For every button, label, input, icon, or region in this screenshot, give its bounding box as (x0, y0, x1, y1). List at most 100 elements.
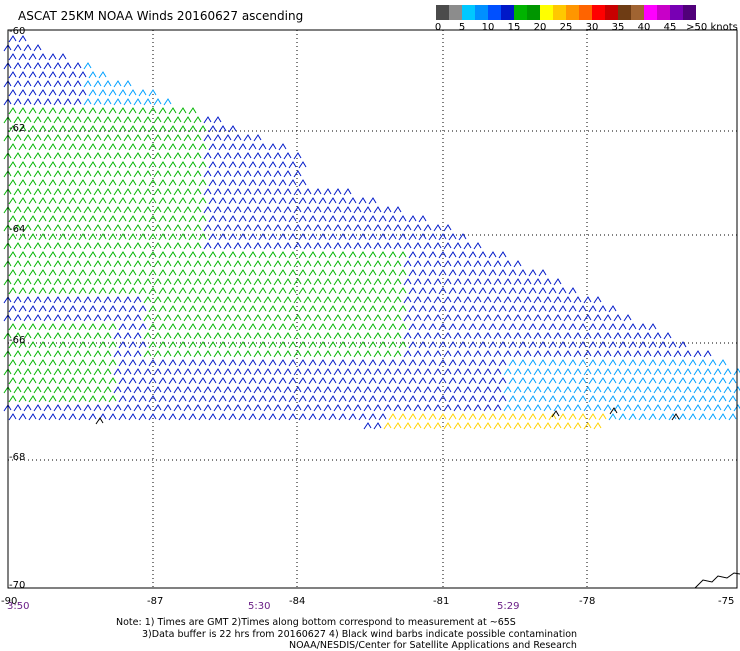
wind-barb (218, 287, 227, 295)
wind-barb (143, 350, 152, 358)
wind-barb (353, 260, 362, 268)
wind-barb (448, 287, 457, 295)
wind-barb (658, 359, 667, 367)
wind-barb (598, 377, 607, 385)
wind-barb (453, 260, 462, 268)
wind-barb (473, 260, 482, 268)
wind-barb (498, 323, 507, 331)
wind-barb (88, 359, 97, 367)
wind-barb (333, 260, 342, 268)
wind-barb (303, 350, 312, 358)
wind-barb (63, 116, 72, 124)
wind-barb (113, 314, 122, 322)
wind-barb (668, 359, 677, 367)
wind-barb (493, 422, 502, 430)
wind-barb (163, 116, 172, 124)
wind-barb (383, 422, 392, 430)
wind-barb (303, 206, 312, 214)
wind-barb (568, 287, 577, 295)
wind-barb (128, 377, 137, 385)
wind-barb (488, 395, 497, 403)
wind-barb (333, 368, 342, 376)
wind-barb (213, 170, 222, 178)
wind-barb (358, 377, 367, 385)
wind-barb (143, 116, 152, 124)
wind-barb (333, 278, 342, 286)
wind-barb (248, 287, 257, 295)
wind-barb (358, 323, 367, 331)
wind-barb (453, 296, 462, 304)
wind-barb (288, 377, 297, 385)
wind-barb (108, 413, 117, 421)
wind-barb (508, 413, 517, 421)
colorbar-label: 15 (507, 22, 521, 33)
wind-barb (373, 332, 382, 340)
wind-barb (193, 386, 202, 394)
wind-barb (333, 386, 342, 394)
wind-barb (133, 224, 142, 232)
wind-barb (583, 368, 592, 376)
wind-barb (463, 350, 472, 358)
wind-barb (318, 341, 327, 349)
wind-barb (93, 98, 102, 106)
wind-barb (578, 395, 587, 403)
wind-barb (268, 305, 277, 313)
wind-barb (258, 233, 267, 241)
wind-barb (38, 233, 47, 241)
wind-barb (58, 251, 67, 259)
wind-barb (308, 233, 317, 241)
wind-barb (138, 107, 147, 115)
wind-barb (23, 242, 32, 250)
wind-barb (218, 269, 227, 277)
wind-barb (158, 305, 167, 313)
wind-barb (698, 359, 707, 367)
wind-barb (468, 305, 477, 313)
wind-barb (63, 350, 72, 358)
wind-barb (258, 413, 267, 421)
wind-barb (568, 413, 577, 421)
wind-barb (328, 197, 337, 205)
wind-barb (198, 341, 207, 349)
wind-barb (218, 179, 227, 187)
wind-barb (28, 287, 37, 295)
wind-barb (68, 161, 77, 169)
wind-barb (158, 269, 167, 277)
wind-barb (148, 341, 157, 349)
wind-barb (53, 224, 62, 232)
wind-barb (228, 323, 237, 331)
wind-barb (318, 197, 327, 205)
wind-barb (638, 413, 647, 421)
wind-barb (28, 125, 37, 133)
wind-barb (343, 386, 352, 394)
colorbar-swatch (488, 5, 501, 20)
wind-barb (253, 386, 262, 394)
wind-barb (128, 161, 137, 169)
wind-barb (458, 269, 467, 277)
wind-barb (358, 413, 367, 421)
wind-barb (468, 377, 477, 385)
wind-barb (103, 188, 112, 196)
wind-barb (573, 404, 582, 412)
wind-barb (708, 413, 717, 421)
wind-barb (298, 197, 307, 205)
wind-barb (448, 395, 457, 403)
wind-barb (233, 350, 242, 358)
wind-barb (673, 368, 682, 376)
wind-barb (158, 179, 167, 187)
wind-barb (293, 206, 302, 214)
wind-barb (683, 368, 692, 376)
wind-barb (88, 197, 97, 205)
wind-barb (118, 215, 127, 223)
wind-barb (293, 188, 302, 196)
wind-barb (333, 296, 342, 304)
wind-barb (23, 260, 32, 268)
wind-barb (228, 251, 237, 259)
wind-barb (88, 377, 97, 385)
wind-barb (313, 224, 322, 232)
wind-barb (393, 242, 402, 250)
wind-barb (393, 422, 402, 430)
wind-barb (633, 350, 642, 358)
wind-barb (78, 143, 87, 151)
wind-barb (233, 134, 242, 142)
wind-barb (343, 404, 352, 412)
